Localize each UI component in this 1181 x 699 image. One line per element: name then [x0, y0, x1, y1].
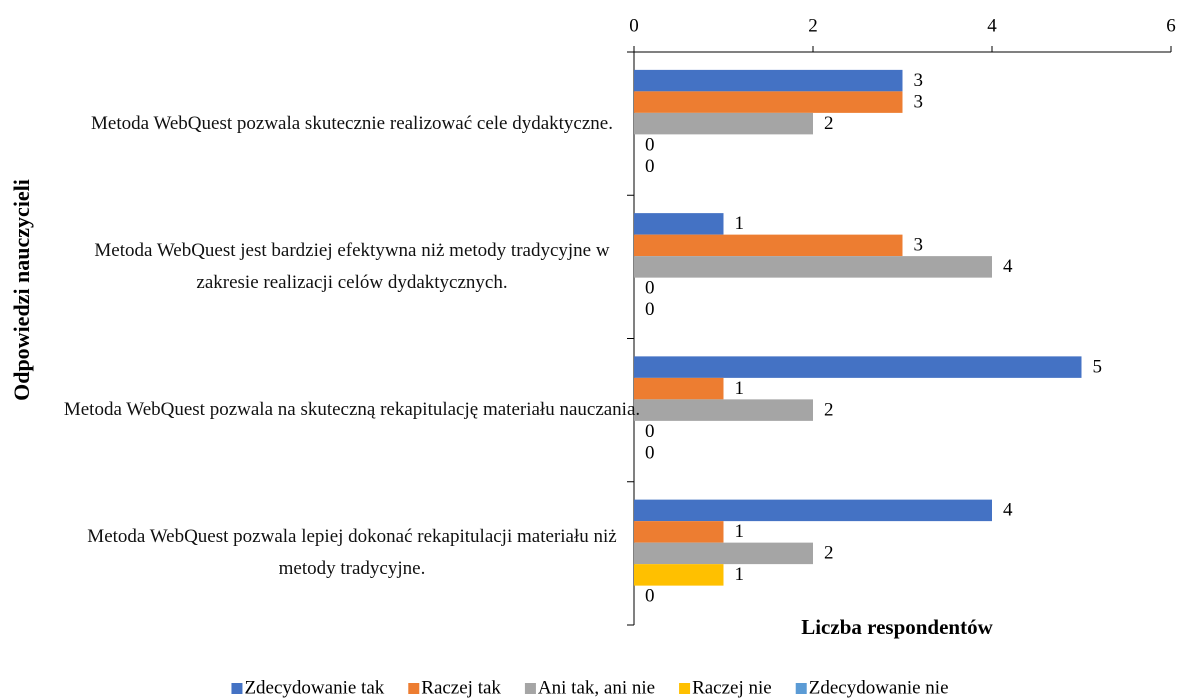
legend-label: Zdecydowanie tak — [244, 677, 384, 698]
x-tick-label: 6 — [1166, 15, 1176, 36]
legend-swatch — [231, 683, 243, 694]
bar — [634, 256, 992, 278]
value-label: 0 — [645, 421, 655, 442]
bar — [634, 234, 903, 257]
value-label: 1 — [735, 521, 745, 542]
value-label: 4 — [1003, 500, 1013, 521]
value-label: 2 — [824, 399, 834, 420]
value-label: 3 — [914, 235, 924, 256]
legend-label: Raczej nie — [692, 677, 772, 698]
bar — [634, 112, 813, 135]
legend-swatch — [524, 683, 536, 694]
legend-swatch — [679, 683, 691, 694]
value-label: 0 — [645, 442, 655, 463]
legend-label: Raczej tak — [421, 677, 501, 698]
category-label: Metoda WebQuest jest bardziej efektywna … — [94, 239, 610, 293]
value-label: 3 — [914, 91, 924, 112]
x-tick-label: 4 — [987, 15, 997, 36]
value-label: 1 — [735, 378, 745, 399]
bar — [634, 521, 724, 543]
value-label: 0 — [645, 156, 655, 177]
value-label: 5 — [1093, 356, 1103, 377]
value-label: 0 — [645, 278, 655, 299]
bar — [634, 69, 903, 92]
legend-label: Ani tak, ani nie — [538, 677, 655, 698]
legend-swatch — [795, 683, 807, 694]
value-label: 0 — [645, 586, 655, 607]
category-label: Metoda WebQuest pozwala skutecznie reali… — [91, 112, 613, 134]
bar — [634, 399, 813, 421]
category-label: Metoda WebQuest pozwala lepiej dokonać r… — [87, 526, 617, 580]
category-label: Metoda WebQuest pozwala na skuteczną rek… — [63, 399, 641, 421]
value-label: 2 — [824, 543, 834, 564]
bar — [634, 356, 1082, 378]
y-axis-title: Odpowiedzi nauczycieli — [9, 179, 34, 401]
bar — [634, 564, 724, 586]
x-axis-title: Liczba respondentów — [801, 615, 993, 639]
bar — [634, 542, 813, 565]
value-label: 2 — [824, 113, 834, 134]
value-label: 0 — [645, 299, 655, 320]
bar — [634, 91, 903, 113]
value-label: 1 — [735, 213, 745, 234]
x-tick-label: 2 — [808, 15, 818, 36]
legend-label: Zdecydowanie nie — [809, 677, 949, 698]
bar — [634, 499, 992, 522]
bar — [634, 213, 724, 235]
x-tick-label: 0 — [629, 15, 639, 36]
value-label: 1 — [735, 564, 745, 585]
bar — [634, 377, 724, 400]
legend-swatch — [408, 683, 420, 694]
value-label: 3 — [914, 70, 924, 91]
value-label: 0 — [645, 134, 655, 155]
value-label: 4 — [1003, 256, 1013, 277]
